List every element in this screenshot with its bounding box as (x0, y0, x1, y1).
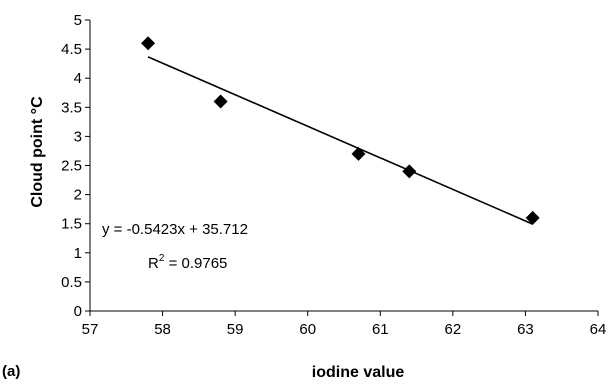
r-squared-superscript: 2 (159, 253, 165, 264)
data-point (141, 36, 156, 51)
x-tick-label: 57 (82, 321, 99, 338)
x-tick-label: 59 (227, 321, 244, 338)
y-tick-label: 1 (74, 245, 82, 262)
y-tick-label: 2.5 (61, 158, 82, 175)
panel-label: (a) (2, 363, 20, 380)
x-tick-label: 58 (154, 321, 171, 338)
y-axis-ticks: 0 0.5 1 1.5 2 2.5 3 3.5 4 4.5 5 (61, 12, 90, 320)
y-tick-label: 2 (74, 187, 82, 204)
x-axis-ticks: 57 58 59 60 61 62 63 64 (82, 311, 607, 338)
y-tick-label: 0.5 (61, 274, 82, 291)
y-tick-label: 3 (74, 128, 82, 145)
x-tick-label: 61 (372, 321, 389, 338)
y-tick-label: 0 (74, 303, 82, 320)
data-point (213, 94, 228, 109)
y-tick-label: 5 (74, 12, 82, 29)
y-tick-label: 4.5 (61, 41, 82, 58)
y-tick-label: 4 (74, 70, 82, 87)
data-point (525, 210, 540, 225)
y-tick-label: 1.5 (61, 216, 82, 233)
x-tick-label: 62 (445, 321, 462, 338)
data-point (351, 146, 366, 161)
trendline-equation: y = -0.5423x + 35.712 (102, 221, 248, 238)
y-axis-title: Cloud point °C (29, 96, 46, 208)
r-squared-value: = 0.9765 (164, 255, 227, 272)
x-tick-label: 60 (299, 321, 316, 338)
x-axis-title: iodine value (312, 364, 405, 381)
x-tick-label: 64 (590, 321, 607, 338)
r-squared-prefix: R (148, 255, 159, 272)
r-squared-label: R2 = 0.9765 (148, 253, 227, 272)
data-points (141, 36, 540, 225)
y-tick-label: 3.5 (61, 99, 82, 116)
x-tick-label: 63 (517, 321, 534, 338)
data-point (402, 164, 417, 179)
trendline (147, 56, 534, 225)
